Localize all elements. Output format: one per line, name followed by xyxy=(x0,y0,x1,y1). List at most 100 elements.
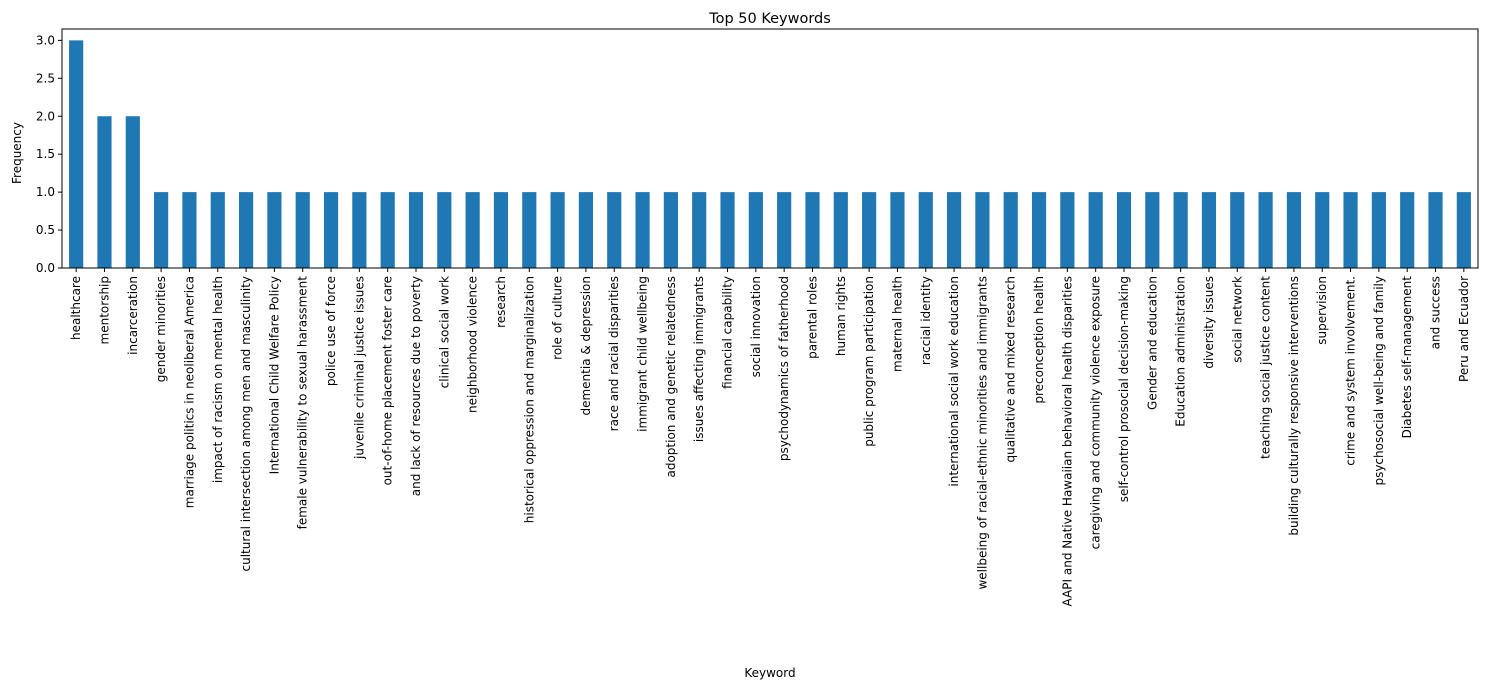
y-axis-title: Frequency xyxy=(10,122,24,184)
bar xyxy=(720,192,735,268)
bar xyxy=(1201,192,1217,268)
x-tick-label: social innovation xyxy=(749,276,763,377)
x-tick-label: marriage politics in neoliberal America xyxy=(182,276,196,508)
x-tick-label: wellbeing of racial-ethnic minorities an… xyxy=(975,276,989,590)
x-tick-label: social network xyxy=(1230,276,1244,363)
bar xyxy=(1456,192,1471,268)
bar xyxy=(465,192,480,268)
x-tick-label: immigrant child wellbeing xyxy=(636,276,650,432)
x-tick-label: psychosocial well-being and family xyxy=(1372,276,1386,486)
bar xyxy=(267,192,282,268)
x-tick-label: adoption and genetic relatedness xyxy=(664,276,678,478)
x-tick-label: historical oppression and marginalizatio… xyxy=(522,276,536,523)
x-tick-label: research xyxy=(494,276,508,328)
x-tick-label: AAPI and Native Hawaiian behavioral heal… xyxy=(1060,276,1074,606)
bar xyxy=(805,192,820,268)
x-tick-label: maternal health xyxy=(890,276,904,372)
bar xyxy=(295,192,310,268)
bar xyxy=(1258,192,1273,268)
x-axis: healthcare mentorship incarceration gender … xyxy=(69,268,1471,606)
x-tick-label: female vulnerability to sexual harassmen… xyxy=(296,276,310,530)
x-tick-label: neighborhood violence xyxy=(466,276,480,413)
x-axis-title: Keyword xyxy=(744,666,795,680)
bar xyxy=(380,192,395,268)
x-tick-label: preconception health xyxy=(1032,276,1046,404)
x-tick-label: out-of-home placement foster care xyxy=(381,276,395,485)
y-tick-label: 2.0 xyxy=(36,109,55,123)
x-tick-label: Peru and Ecuador xyxy=(1457,276,1471,382)
x-tick-label: and success xyxy=(1429,276,1443,349)
y-tick-label: 1.0 xyxy=(36,185,55,199)
y-tick-label: 0.5 xyxy=(36,223,55,237)
bar xyxy=(1286,192,1301,268)
y-tick-label: 0.0 xyxy=(36,261,55,275)
bar xyxy=(635,192,650,268)
bar xyxy=(1315,192,1330,268)
bar xyxy=(918,192,933,268)
x-tick-label: role of culture xyxy=(551,276,565,360)
bar xyxy=(125,116,140,268)
x-tick-label: police use of force xyxy=(324,276,338,386)
bar xyxy=(154,192,169,268)
bar xyxy=(1230,192,1245,268)
bar xyxy=(1060,192,1075,268)
bar xyxy=(323,192,339,268)
bar xyxy=(1003,192,1018,268)
bars-group xyxy=(69,40,1471,268)
bar xyxy=(1343,192,1358,268)
bar xyxy=(833,192,848,268)
bar xyxy=(210,192,225,268)
bar xyxy=(1031,192,1047,268)
bar xyxy=(1371,192,1386,268)
x-tick-label: public program participation xyxy=(862,276,876,447)
bar xyxy=(1400,192,1415,268)
bar xyxy=(777,192,792,268)
bar xyxy=(239,192,254,268)
x-tick-label: human rights xyxy=(834,276,848,356)
x-tick-label: caregiving and community violence exposu… xyxy=(1089,276,1103,549)
bar xyxy=(607,192,622,268)
x-tick-label: Diabetes self-management xyxy=(1400,276,1414,439)
x-tick-label: incarceration xyxy=(126,276,140,355)
x-tick-label: clinical social work xyxy=(437,276,451,388)
bar xyxy=(862,192,877,268)
x-tick-label: international social work education xyxy=(947,276,961,487)
x-tick-label: crime and system involvement. xyxy=(1344,276,1358,466)
x-tick-label: Gender and education xyxy=(1145,276,1159,410)
y-tick-label: 3.0 xyxy=(36,33,55,47)
bar xyxy=(663,192,678,268)
x-tick-label: financial capability xyxy=(721,276,735,389)
x-tick-label: parental roles xyxy=(805,276,819,359)
x-tick-label: qualitative and mixed research xyxy=(1004,276,1018,463)
y-tick-label: 2.5 xyxy=(36,71,55,85)
bar xyxy=(522,192,537,268)
bar xyxy=(578,192,593,268)
x-tick-label: teaching social justice content xyxy=(1259,276,1273,459)
bar xyxy=(748,192,763,268)
x-tick-label: cultural intersection among men and masc… xyxy=(239,276,253,572)
bar xyxy=(1116,192,1132,268)
bar xyxy=(692,192,707,268)
x-tick-label: race and racial disparities xyxy=(607,276,621,431)
x-tick-label: diversity issues xyxy=(1202,276,1216,369)
bar xyxy=(437,192,452,268)
bar xyxy=(975,192,990,268)
bar xyxy=(1088,192,1103,268)
x-tick-label: gender minorities xyxy=(154,276,168,382)
bar xyxy=(1173,192,1188,268)
plot-frame xyxy=(61,28,1479,269)
x-tick-label: supervision xyxy=(1315,276,1329,345)
bar xyxy=(352,192,367,268)
x-tick-label: building culturally responsive intervent… xyxy=(1287,276,1301,536)
x-tick-label: Education administration xyxy=(1174,276,1188,427)
x-tick-label: raccial identity xyxy=(919,276,933,365)
x-tick-label: psychodynamics of fatherhood xyxy=(777,276,791,461)
bar xyxy=(97,116,112,268)
x-tick-label: mentorship xyxy=(97,276,111,344)
x-tick-label: healthcare xyxy=(69,276,83,340)
bar xyxy=(550,192,565,268)
x-tick-label: impact of racism on mental health xyxy=(211,276,225,483)
x-tick-label: and lack of resources due to poverty xyxy=(409,276,423,496)
